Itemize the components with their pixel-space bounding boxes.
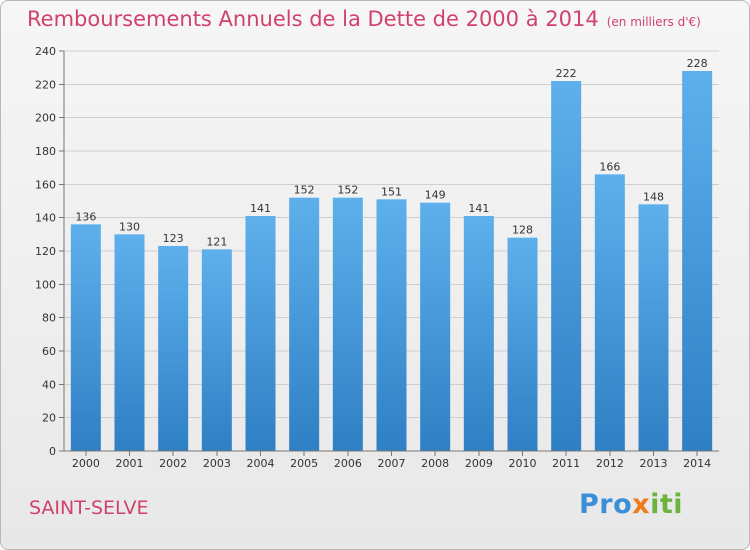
bar-value-label: 166 xyxy=(599,160,620,173)
x-tick-label: 2012 xyxy=(596,457,624,470)
bar-value-label: 228 xyxy=(687,57,708,70)
bar xyxy=(201,249,232,451)
bar-value-label: 222 xyxy=(556,67,577,80)
x-tick-label: 2009 xyxy=(465,457,493,470)
y-tick-label: 0 xyxy=(49,445,56,458)
x-tick-label: 2013 xyxy=(640,457,668,470)
y-tick-label: 240 xyxy=(35,45,56,58)
bar xyxy=(420,202,451,451)
y-tick-label: 60 xyxy=(42,345,56,358)
bar xyxy=(376,199,407,451)
bar xyxy=(638,204,669,451)
bar xyxy=(289,197,320,451)
bar-value-label: 123 xyxy=(163,232,184,245)
bar-value-label: 121 xyxy=(206,235,227,248)
y-tick-label: 220 xyxy=(35,78,56,91)
bar-value-label: 130 xyxy=(119,220,140,233)
x-tick-label: 2001 xyxy=(116,457,144,470)
bar xyxy=(682,71,713,451)
x-tick-label: 2010 xyxy=(509,457,537,470)
y-tick-label: 120 xyxy=(35,245,56,258)
y-tick-label: 180 xyxy=(35,145,56,158)
bar xyxy=(114,234,145,451)
bar xyxy=(507,237,538,451)
bar xyxy=(463,216,494,451)
x-tick-label: 2005 xyxy=(290,457,318,470)
bar xyxy=(70,224,101,451)
bars: 136 130 123 121 141 152 152 151 149 141 128 222 166 1… xyxy=(70,57,713,452)
bar xyxy=(551,81,582,451)
x-tick-label: 2006 xyxy=(334,457,362,470)
x-axis: 2000 2001 2002 2003 2004 2005 2006 2007 2008 2009… xyxy=(64,450,719,470)
y-axis: 0 20 40 60 80 100 120 140 160 180 200 220 240 xyxy=(35,45,65,458)
bar-value-label: 152 xyxy=(337,184,358,197)
x-tick-label: 2002 xyxy=(159,457,187,470)
bar-value-label: 149 xyxy=(425,189,446,202)
y-tick-label: 20 xyxy=(42,412,56,425)
y-tick-label: 160 xyxy=(35,178,56,191)
y-tick-label: 140 xyxy=(35,212,56,225)
bar-value-label: 141 xyxy=(250,202,271,215)
bar xyxy=(332,197,363,451)
bar-value-label: 151 xyxy=(381,185,402,198)
x-tick-label: 2000 xyxy=(72,457,100,470)
bar-value-label: 136 xyxy=(75,210,96,223)
x-tick-label: 2007 xyxy=(378,457,406,470)
chart-title: Remboursements Annuels de la Dette de 20… xyxy=(27,7,701,31)
x-tick-label: 2014 xyxy=(683,457,711,470)
chart-title-text: Remboursements Annuels de la Dette de 20… xyxy=(27,7,599,31)
bar-value-label: 141 xyxy=(468,202,489,215)
x-tick-label: 2004 xyxy=(247,457,275,470)
x-tick-label: 2003 xyxy=(203,457,231,470)
y-tick-label: 200 xyxy=(35,112,56,125)
y-tick-label: 80 xyxy=(42,312,56,325)
y-tick-label: 40 xyxy=(42,378,56,391)
bar xyxy=(594,174,625,452)
proxiti-logo: Proxiti xyxy=(579,489,683,520)
bar-value-label: 128 xyxy=(512,224,533,237)
bar xyxy=(245,216,276,451)
bar xyxy=(158,246,189,451)
chart-unit: (en milliers d'€) xyxy=(606,15,701,29)
x-tick-label: 2011 xyxy=(552,457,580,470)
x-tick-label: 2008 xyxy=(421,457,449,470)
location-name: SAINT-SELVE xyxy=(29,497,149,519)
bar-value-label: 148 xyxy=(643,190,664,203)
y-tick-label: 100 xyxy=(35,278,56,291)
bar-value-label: 152 xyxy=(294,184,315,197)
